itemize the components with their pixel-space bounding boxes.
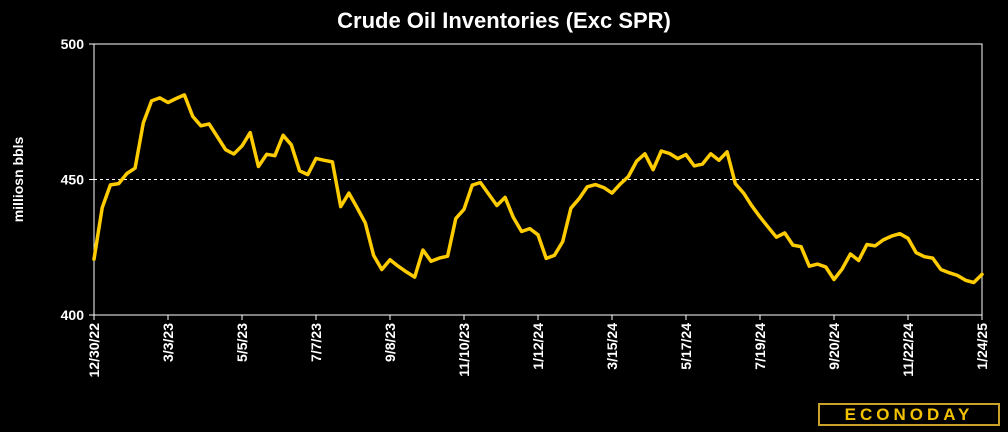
x-tick-label: 12/30/22 bbox=[86, 323, 102, 378]
y-tick-label: 400 bbox=[61, 307, 85, 323]
logo-text: ECONODAY bbox=[844, 404, 974, 424]
econoday-logo: ECONODAY bbox=[818, 403, 1000, 426]
y-tick-label: 450 bbox=[61, 172, 85, 188]
x-tick-label: 11/22/24 bbox=[900, 323, 916, 377]
y-tick-label: 500 bbox=[61, 36, 85, 52]
x-tick-label: 1/12/24 bbox=[530, 323, 546, 370]
series-line bbox=[92, 93, 984, 285]
x-tick-label: 9/20/24 bbox=[826, 323, 842, 370]
chart-title: Crude Oil Inventories (Exc SPR) bbox=[337, 8, 671, 33]
y-axis-label: milliosn bbls bbox=[10, 137, 26, 223]
x-tick-label: 7/19/24 bbox=[752, 323, 768, 370]
x-tick-label: 7/7/23 bbox=[308, 323, 324, 362]
x-tick-label: 3/15/24 bbox=[604, 323, 620, 370]
x-tick-label: 3/3/23 bbox=[160, 323, 176, 362]
x-tick-label: 11/10/23 bbox=[456, 323, 472, 377]
x-tick-label: 1/24/25 bbox=[974, 323, 990, 370]
x-tick-label: 5/17/24 bbox=[678, 323, 694, 370]
x-tick-label: 5/5/23 bbox=[234, 323, 250, 362]
x-tick-label: 9/8/23 bbox=[382, 323, 398, 362]
